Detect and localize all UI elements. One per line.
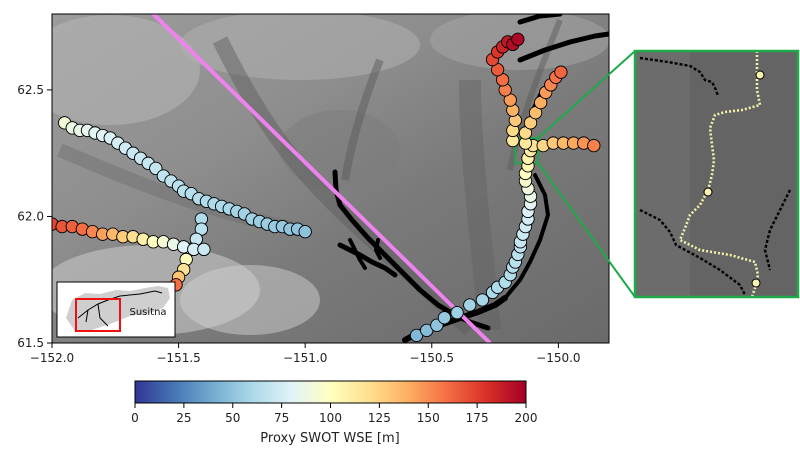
wse-point (511, 32, 525, 46)
zoom-connector-lines (537, 50, 636, 298)
wse-point (587, 138, 601, 153)
colorbar-tick-label: 0 (131, 411, 139, 425)
scatter-points (52, 32, 601, 343)
zoom-frame (633, 49, 800, 299)
zoom-connector (537, 162, 636, 298)
wse-point (450, 305, 464, 320)
x-tick-label: −150.0 (536, 351, 580, 365)
inset-label: Susitna (129, 307, 166, 318)
colorbar-tick-label: 200 (515, 411, 538, 425)
wse-point (475, 293, 490, 307)
wse-point (197, 242, 211, 257)
y-tick-label: 61.5 (17, 336, 44, 350)
colorbar-tick-label: 150 (417, 411, 440, 425)
colorbar-tick-label: 125 (368, 411, 391, 425)
inset-rivers (77, 290, 163, 327)
inset-red-box (75, 298, 121, 332)
x-axis: −152.0 −151.5 −151.0 −150.5 −150.0 (30, 343, 581, 365)
axes-frame (51, 13, 610, 344)
zoom-point (755, 70, 765, 80)
colorbar-tick-label: 175 (466, 411, 489, 425)
x-tick-label: −150.5 (410, 351, 454, 365)
colorbar-tick-label: 50 (225, 411, 240, 425)
inset-locator-map: Susitna (56, 281, 176, 338)
x-tick-label: −152.0 (30, 351, 74, 365)
x-tick-label: −151.0 (283, 351, 327, 365)
map-axes: Susitna −152.0 −151.5 −151.0 −150.5 −150.0 6… (17, 13, 610, 365)
wse-point (463, 298, 477, 312)
colorbar-tick-label: 75 (274, 411, 289, 425)
swath-line (151, 14, 492, 343)
colorbar-gradient (134, 380, 527, 404)
zoom-black-channel-bottom (639, 208, 747, 296)
colorbar-tick-label: 25 (176, 411, 191, 425)
y-tick-label: 62.5 (17, 83, 44, 97)
x-tick-label: −151.5 (156, 351, 200, 365)
zoom-black-channel-top (639, 56, 720, 97)
zoom-point (703, 187, 713, 197)
wse-point (554, 65, 568, 79)
zoom-black-channel-right (763, 189, 792, 271)
wse-point (437, 311, 452, 325)
y-tick-label: 62.0 (17, 209, 44, 223)
colorbar-ticks: 0 25 50 75 100 125 150 175 200 (131, 403, 537, 425)
colorbar-label: Proxy SWOT WSE [m] (260, 431, 399, 446)
y-axis: 61.5 62.0 62.5 (17, 83, 52, 350)
zoom-panel (633, 49, 800, 299)
colorbar-tick-label: 100 (319, 411, 342, 425)
colorbar: 0 25 50 75 100 125 150 175 200 Proxy SWOT WSE [m… (131, 380, 537, 446)
inset-basin-shape (66, 286, 170, 331)
zoom-connector (537, 50, 636, 139)
zoom-point (751, 278, 761, 288)
wse-point (298, 224, 312, 239)
